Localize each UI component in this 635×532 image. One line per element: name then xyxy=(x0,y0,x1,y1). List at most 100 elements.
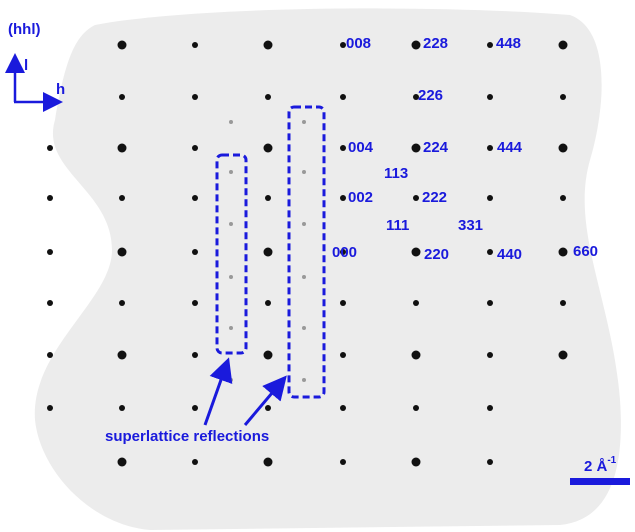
spot xyxy=(487,195,493,201)
spot xyxy=(192,145,198,151)
spot xyxy=(265,195,271,201)
spot xyxy=(47,405,53,411)
spot xyxy=(192,300,198,306)
page: (hhl) l h 008 228 448 226 004 224 444 11… xyxy=(0,0,635,532)
scale-superscript: -1 xyxy=(607,455,616,466)
scale-bar xyxy=(570,478,630,485)
spot xyxy=(265,405,271,411)
spot xyxy=(192,459,198,465)
spot xyxy=(118,41,127,50)
spot xyxy=(119,300,125,306)
axis-label: h xyxy=(56,81,65,98)
reflection-label: 224 xyxy=(423,139,449,156)
diffraction-figure: (hhl) l h 008 228 448 226 004 224 444 11… xyxy=(0,0,635,532)
reflection-label: 444 xyxy=(497,139,523,156)
spot xyxy=(302,170,306,174)
spot xyxy=(229,378,233,382)
spot xyxy=(412,41,421,50)
zone-label: (hhl) xyxy=(8,21,40,38)
reflection-label: 004 xyxy=(348,139,374,156)
spot xyxy=(487,145,493,151)
spot xyxy=(119,405,125,411)
spot xyxy=(340,300,346,306)
reflection-label: 226 xyxy=(418,87,443,104)
spot xyxy=(302,275,306,279)
spot xyxy=(47,300,53,306)
spot xyxy=(192,352,198,358)
spot xyxy=(264,351,273,360)
spot xyxy=(47,249,53,255)
spot xyxy=(229,170,233,174)
reflection-label: 331 xyxy=(458,217,483,234)
spot xyxy=(559,41,568,50)
spot xyxy=(487,352,493,358)
spot xyxy=(560,300,566,306)
scale-text: 2 Å xyxy=(584,458,608,475)
spot xyxy=(302,378,306,382)
spot xyxy=(412,351,421,360)
spot xyxy=(560,94,566,100)
spot xyxy=(559,248,568,257)
spot xyxy=(412,248,421,257)
reflection-label: 000 xyxy=(332,244,357,261)
spot xyxy=(119,195,125,201)
spot xyxy=(118,248,127,257)
spot xyxy=(487,300,493,306)
reflection-label: 113 xyxy=(384,165,408,182)
spot xyxy=(229,326,233,330)
reflection-label: 008 xyxy=(346,35,371,52)
spot xyxy=(487,249,493,255)
spot xyxy=(302,120,306,124)
spot xyxy=(560,195,566,201)
spot xyxy=(229,120,233,124)
spot xyxy=(192,249,198,255)
reflection-label: 448 xyxy=(496,35,521,52)
spot xyxy=(192,94,198,100)
axis-label: l xyxy=(24,57,28,74)
spot xyxy=(264,41,273,50)
spot xyxy=(264,144,273,153)
spot xyxy=(118,458,127,467)
spot xyxy=(487,459,493,465)
spot xyxy=(192,195,198,201)
spot xyxy=(118,351,127,360)
spot xyxy=(412,458,421,467)
spot xyxy=(229,275,233,279)
annotation: superlattice reflections xyxy=(105,428,269,445)
spot xyxy=(47,145,53,151)
spot xyxy=(487,42,493,48)
spot xyxy=(47,195,53,201)
spot xyxy=(412,144,421,153)
spot xyxy=(340,145,346,151)
spot xyxy=(487,94,493,100)
reflection-label: 660 xyxy=(573,243,598,260)
reflection-label: 002 xyxy=(348,189,373,206)
spot xyxy=(413,300,419,306)
spot xyxy=(302,222,306,226)
spot xyxy=(340,195,346,201)
spot xyxy=(340,352,346,358)
spot xyxy=(340,405,346,411)
reflection-label: 220 xyxy=(424,246,449,263)
spot xyxy=(229,222,233,226)
spot xyxy=(119,94,125,100)
reflection-label: 111 xyxy=(386,217,409,234)
spot xyxy=(340,94,346,100)
spot xyxy=(264,458,273,467)
reflection-label: 440 xyxy=(497,246,522,263)
spot xyxy=(413,195,419,201)
spot xyxy=(192,405,198,411)
spot xyxy=(265,300,271,306)
spot xyxy=(487,405,493,411)
spot xyxy=(47,352,53,358)
spot xyxy=(118,144,127,153)
spot xyxy=(302,326,306,330)
sample-region xyxy=(35,8,621,530)
spot xyxy=(559,144,568,153)
spot xyxy=(559,351,568,360)
spot xyxy=(265,94,271,100)
reflection-label: 222 xyxy=(422,189,447,206)
spot xyxy=(413,405,419,411)
reflection-label: 228 xyxy=(423,35,448,52)
spot xyxy=(264,248,273,257)
